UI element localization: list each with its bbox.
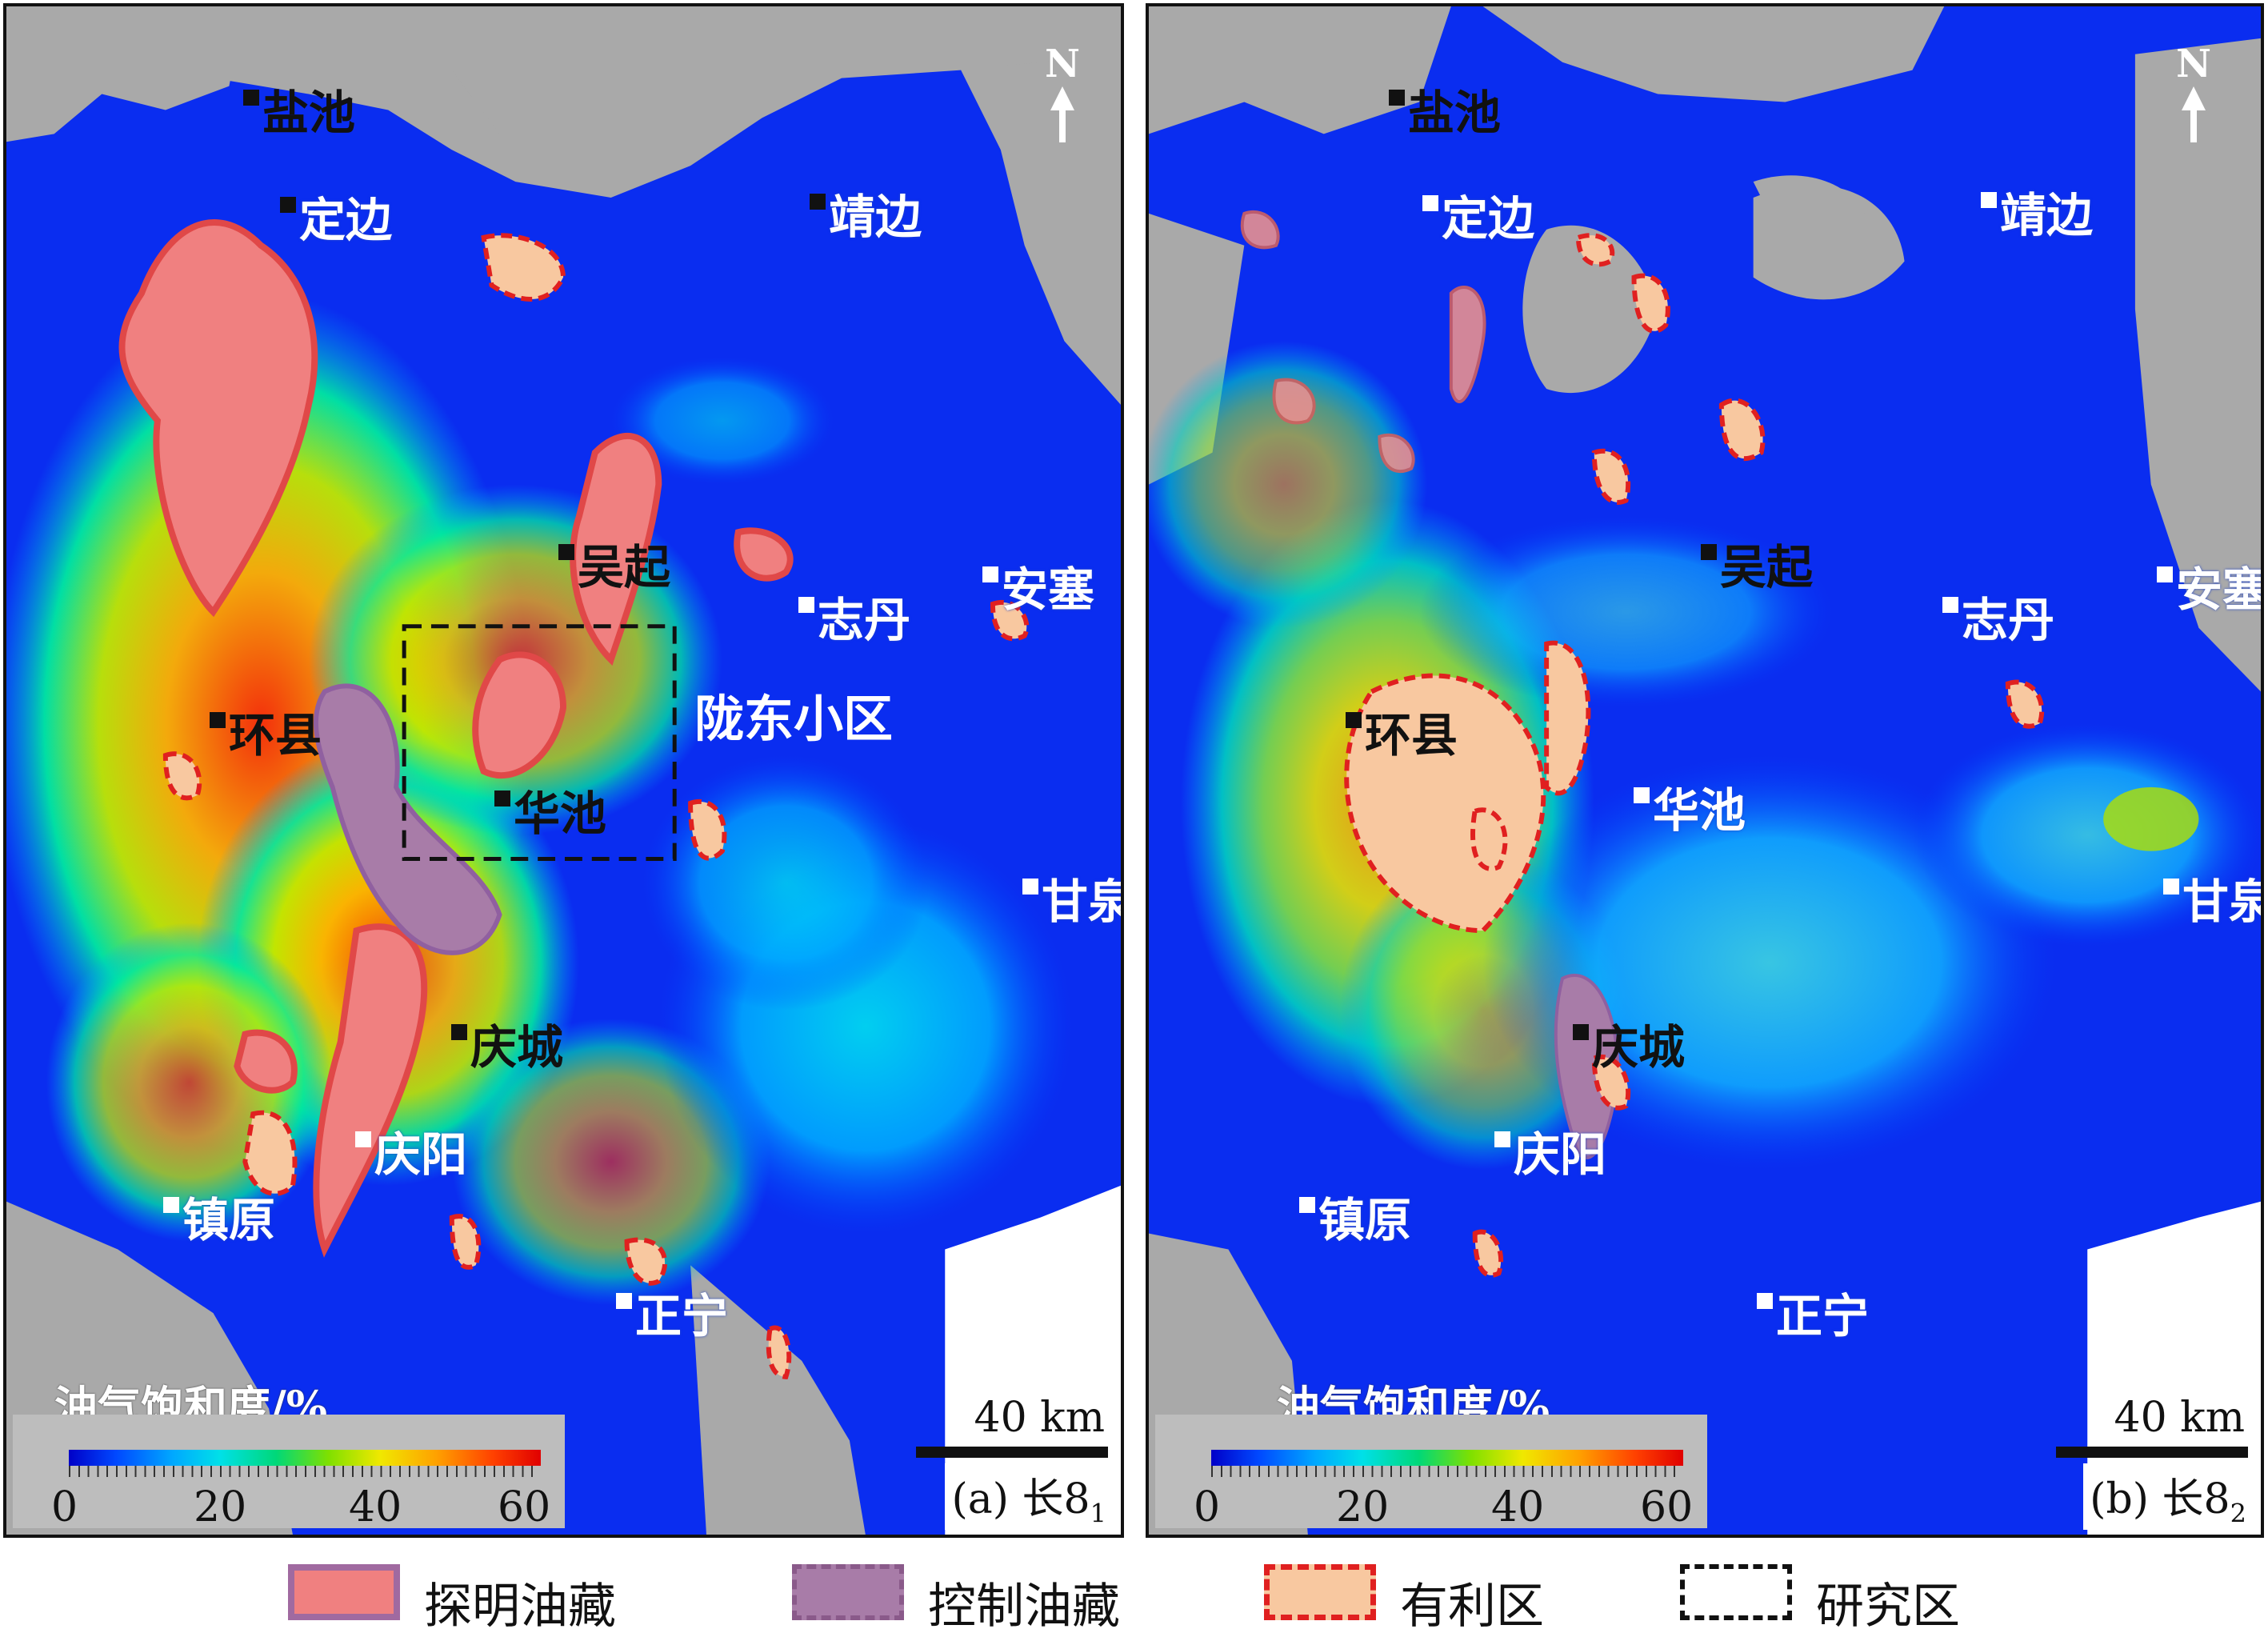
city-huanxian: 环县	[1346, 712, 1458, 758]
north-arrow-b: N	[2170, 42, 2218, 142]
city-zhidan: 志丹	[798, 597, 910, 643]
study-area-label: 陇东小区	[694, 690, 894, 748]
north-arrow-icon	[1050, 86, 1074, 142]
city-qingyang: 庆阳	[355, 1131, 467, 1178]
city-yanchi: 盐池	[1389, 90, 1501, 136]
panel-caption-b: (b) 长82	[2083, 1463, 2253, 1530]
colorbar-tick-label: 20	[194, 1483, 247, 1531]
city-qingyang: 庆阳	[1494, 1131, 1606, 1178]
proven-reservoirs-a	[118, 219, 794, 1258]
controlled-reservoir-b	[1554, 974, 1620, 1159]
colorbar-tick-label: 20	[1336, 1483, 1390, 1531]
city-jingbian: 靖边	[810, 194, 922, 240]
favorable-areas-b	[1344, 233, 2045, 1278]
city-ansai: 安塞	[982, 566, 1094, 613]
city-qingcheng: 庆城	[451, 1024, 563, 1071]
scale-bar-a: 40 km	[916, 1394, 1108, 1458]
gray-land-east-b	[2134, 38, 2261, 692]
scale-bar-line	[916, 1447, 1108, 1458]
scale-label: 40 km	[2110, 1394, 2248, 1442]
city-qingcheng: 庆城	[1573, 1024, 1685, 1071]
city-yanchi: 盐池	[243, 90, 355, 136]
legend-label-favorable: 有利区	[1400, 1579, 1544, 1635]
north-arrow-icon	[2182, 86, 2206, 142]
city-dingbian: 定边	[1422, 195, 1534, 242]
colorbar-tick-label: 60	[1640, 1483, 1694, 1531]
favorable-areas-a	[162, 233, 1030, 1379]
city-huachi: 华池	[1634, 787, 1746, 834]
colorbar-tick-label: 60	[498, 1483, 551, 1531]
scale-bar-b: 40 km	[2056, 1394, 2248, 1458]
controlled-reservoir-a	[313, 683, 502, 955]
city-huanxian: 环县	[210, 712, 322, 758]
controlled-reservoir-swatch	[792, 1564, 904, 1620]
north-label: N	[1045, 42, 1080, 86]
colorbar-tick-label: 0	[51, 1483, 78, 1531]
legend-label-proven: 探明油藏	[424, 1579, 616, 1635]
gray-land-center-north	[420, 6, 643, 166]
map-legend: 探明油藏 控制油藏 有利区 研究区	[0, 1548, 2268, 1635]
city-zhenyuan: 镇原	[163, 1197, 275, 1243]
colorbar	[1211, 1450, 1683, 1466]
north-arrow-a: N	[1038, 42, 1086, 142]
study-area-box	[402, 624, 677, 862]
city-ganquan: 甘泉	[2163, 879, 2261, 925]
gray-land-north-b	[1482, 6, 1945, 102]
gray-patch	[1753, 175, 1865, 246]
colorbar	[69, 1450, 541, 1466]
scale-bar-line	[2056, 1447, 2248, 1458]
panel-caption-a: (a) 长81	[945, 1463, 1113, 1530]
city-dingbian: 定边	[280, 197, 392, 243]
city-zhenyuan: 镇原	[1299, 1197, 1411, 1243]
city-wuqi: 吴起	[1701, 544, 1813, 590]
colorbar-ticks	[1211, 1466, 1683, 1477]
city-ganquan: 甘泉	[1022, 879, 1121, 925]
gray-land-ne	[961, 54, 1121, 405]
city-zhidan: 志丹	[1942, 597, 2054, 643]
legend-label-study: 研究区	[1816, 1579, 1960, 1635]
city-jingbian: 靖边	[1981, 192, 2093, 238]
city-ansai: 安塞	[2157, 566, 2261, 613]
gray-land-nw	[6, 6, 246, 142]
saturation-map-b	[1149, 6, 2261, 1535]
map-panel-chang81: N 盐池 定边 靖边 吴起 志丹 安塞 环县 华池 甘泉 庆城 庆阳 镇原 正宁…	[3, 3, 1124, 1538]
north-label: N	[2176, 42, 2211, 86]
colorbar-ticks	[69, 1466, 541, 1477]
proven-reservoir-swatch	[288, 1564, 400, 1620]
map-panel-chang82: N 盐池 定边 靖边 吴起 志丹 安塞 环县 华池 甘泉 庆城 庆阳 镇原 正宁…	[1146, 3, 2264, 1538]
saturation-map-a	[6, 6, 1121, 1535]
city-wuqi: 吴起	[558, 544, 670, 590]
scale-label: 40 km	[970, 1394, 1108, 1442]
colorbar-tick-label: 40	[349, 1483, 402, 1531]
favorable-area-swatch	[1264, 1564, 1376, 1620]
colorbar-tick-label: 40	[1491, 1483, 1545, 1531]
city-zhengning: 正宁	[616, 1293, 728, 1339]
colorbar-legend-b: 0 20 40 60	[1155, 1415, 1707, 1531]
proven-reservoirs-b	[1240, 210, 1486, 474]
city-huachi: 华池	[494, 790, 606, 837]
city-zhengning: 正宁	[1757, 1293, 1869, 1339]
gray-land-center-b	[1522, 225, 1658, 394]
study-area-swatch	[1680, 1564, 1792, 1620]
colorbar-legend-a: 0 20 40 60	[13, 1415, 565, 1531]
legend-label-controlled: 控制油藏	[928, 1579, 1120, 1635]
gray-land-south	[690, 1265, 866, 1535]
colorbar-tick-label: 0	[1194, 1483, 1221, 1531]
gray-land-nw-b	[1149, 6, 1451, 134]
